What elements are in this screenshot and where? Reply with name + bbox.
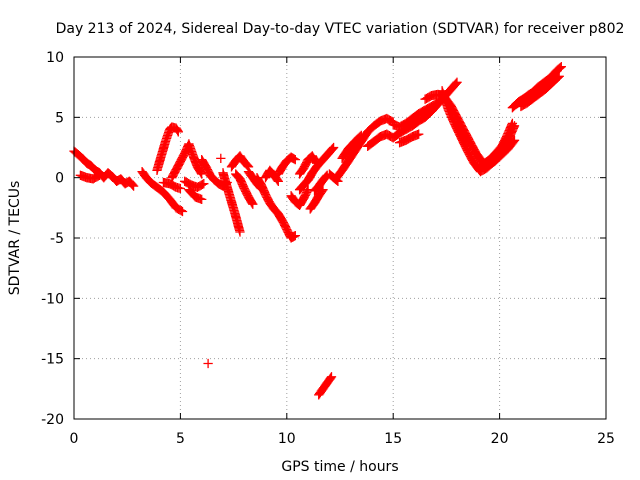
data-point	[93, 171, 103, 181]
data-point	[325, 373, 336, 383]
x-tick-label: 25	[597, 431, 615, 447]
data-point	[235, 227, 245, 237]
data-point	[290, 154, 300, 165]
data-point	[172, 125, 183, 136]
data-point	[199, 179, 209, 189]
x-tick-label: 15	[384, 431, 402, 447]
y-tick-label: -20	[41, 412, 64, 428]
data-point	[290, 230, 300, 241]
x-tick-label: 10	[278, 431, 296, 447]
data-point	[318, 185, 328, 195]
data-point	[509, 135, 520, 145]
y-tick-label: -10	[41, 291, 64, 307]
data-point	[326, 372, 337, 382]
data-point	[554, 71, 564, 81]
data-point	[508, 136, 519, 147]
x-axis-label: GPS time / hours	[281, 459, 398, 475]
data-point	[356, 130, 366, 141]
data-point	[176, 206, 186, 216]
data-point	[451, 78, 461, 89]
data-points	[69, 62, 566, 400]
axis-ticks	[73, 56, 607, 420]
y-tick-label: 0	[55, 171, 64, 187]
x-tick-label: 5	[176, 431, 185, 447]
y-tick-label: 10	[46, 50, 64, 66]
data-point	[127, 179, 137, 189]
x-tick-label: 0	[70, 431, 79, 447]
x-tick-label: 20	[491, 431, 509, 447]
data-point	[452, 77, 462, 87]
data-point	[317, 186, 327, 196]
data-point	[328, 143, 338, 154]
data-point	[414, 129, 424, 139]
chart-title: Day 213 of 2024, Sidereal Day-to-day VTE…	[56, 21, 625, 37]
data-point	[196, 168, 206, 178]
data-point	[197, 179, 208, 190]
data-point	[509, 121, 520, 131]
data-point	[327, 144, 337, 155]
data-point	[177, 206, 188, 217]
data-point	[242, 160, 252, 170]
data-point	[247, 198, 257, 208]
data-point	[94, 170, 105, 180]
data-point	[197, 194, 207, 205]
data-point	[173, 127, 183, 137]
data-point	[355, 131, 365, 142]
data-point	[248, 199, 258, 209]
x-axis-tick-labels: 0 5 10 15 20 25	[70, 431, 615, 447]
data-point	[242, 161, 253, 171]
data-point	[175, 183, 186, 194]
data-point	[556, 62, 566, 72]
y-axis-tick-labels: -20 -15 -10 -5 0 5 10	[41, 50, 64, 428]
y-tick-label: -15	[41, 352, 64, 368]
data-point	[553, 72, 563, 82]
y-tick-label: -5	[50, 231, 64, 247]
y-axis-label: SDTVAR / TECUs	[7, 181, 23, 296]
y-tick-label: 5	[55, 110, 64, 126]
grid	[74, 57, 606, 419]
data-point	[203, 358, 213, 369]
data-point	[197, 169, 207, 179]
data-point	[128, 180, 138, 190]
data-point	[128, 181, 139, 191]
data-point	[431, 98, 442, 109]
data-point	[216, 153, 226, 164]
data-point	[433, 98, 443, 108]
data-point	[272, 175, 283, 185]
data-point	[555, 62, 565, 73]
data-point	[328, 142, 339, 153]
